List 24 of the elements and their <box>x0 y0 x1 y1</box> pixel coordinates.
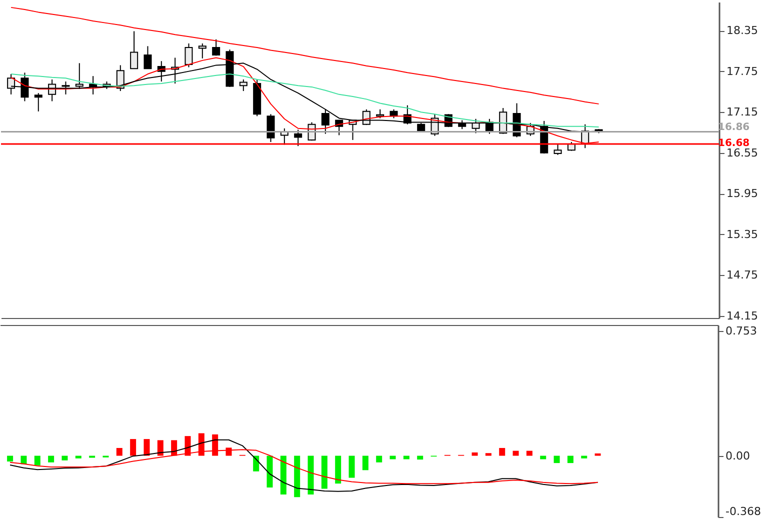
candlestick <box>34 92 42 112</box>
y-tick-label: 18.35 <box>726 24 758 38</box>
candlestick <box>212 38 220 56</box>
candlestick <box>184 42 193 68</box>
candlestick <box>266 114 275 142</box>
y-tick-label: 16.55 <box>726 146 758 160</box>
candlestick <box>144 46 152 70</box>
y-tick-label: 14.15 <box>726 309 758 322</box>
candlestick <box>198 42 206 59</box>
y-tick-label: 15.95 <box>726 187 758 200</box>
y-tick-label: 15.35 <box>726 228 758 241</box>
candlestick <box>554 144 562 156</box>
y-tick-label: 0.00 <box>726 449 750 462</box>
y-tick-label: -0.368 <box>726 505 761 518</box>
y-tick-label: 14.75 <box>726 268 758 282</box>
line-series <box>10 6 600 104</box>
candlestick <box>130 30 138 70</box>
y-tick-label: 17.75 <box>726 64 758 78</box>
candlestick <box>239 78 248 92</box>
y-tick-label: 0.753 <box>726 324 757 338</box>
candlestick <box>62 81 70 95</box>
y-tick-label: 17.15 <box>726 106 758 119</box>
candlestick <box>294 129 302 147</box>
candlestick <box>20 72 29 102</box>
